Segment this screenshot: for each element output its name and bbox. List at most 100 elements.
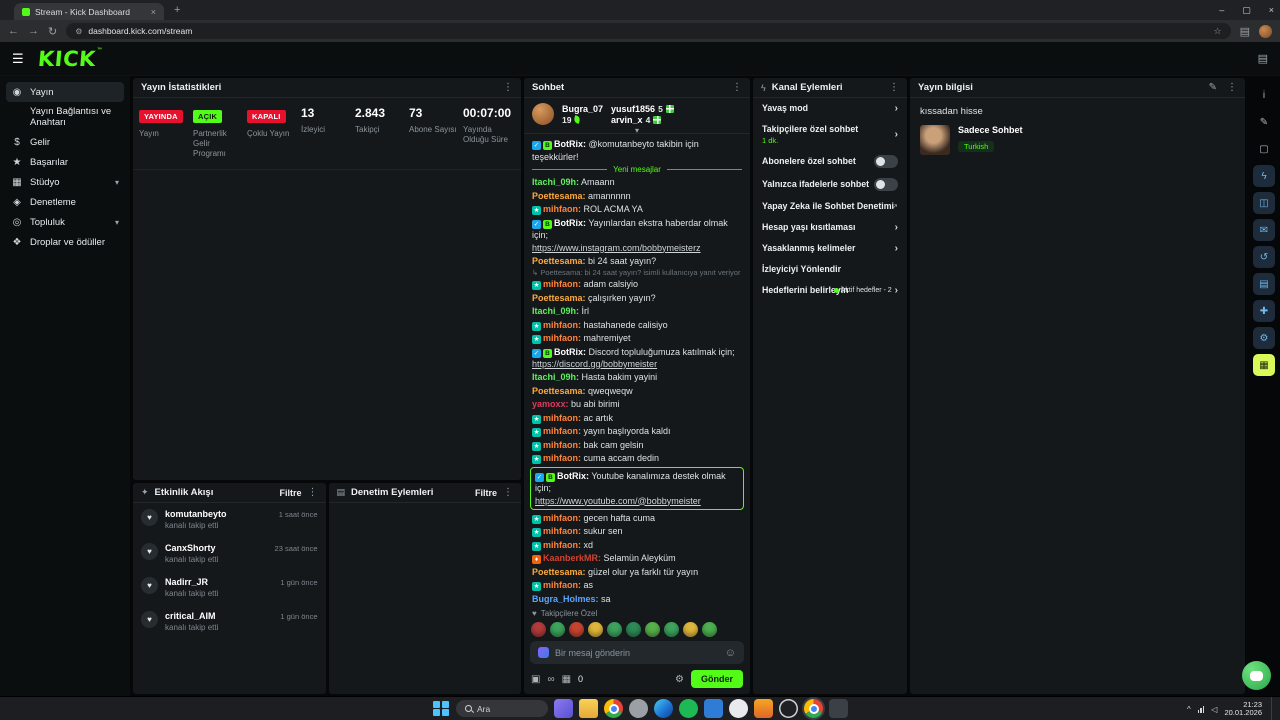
- chat-username[interactable]: Poettesama:: [532, 385, 586, 396]
- chat-username[interactable]: Poettesama:: [532, 255, 586, 266]
- sidebar-item[interactable]: $ Gelir: [6, 132, 124, 152]
- forward-icon[interactable]: →: [28, 25, 39, 37]
- leaderboard-row[interactable]: yusuf1856 5: [611, 104, 674, 114]
- chat-username[interactable]: mihfaon:: [543, 204, 581, 214]
- sidebar-item[interactable]: ▦ Stüdyo ▾: [6, 172, 124, 192]
- activity-menu-icon[interactable]: ⋮: [307, 487, 318, 498]
- chat-username[interactable]: Poettesama:: [532, 566, 586, 577]
- browser-profile-avatar[interactable]: [1259, 24, 1272, 38]
- site-settings-icon[interactable]: ⚙: [75, 26, 83, 36]
- taskbar-app-icon[interactable]: [804, 699, 823, 718]
- leaderboard-top-user[interactable]: Bugra_07: [562, 103, 604, 114]
- new-tab-button[interactable]: +: [174, 4, 181, 16]
- taskbar-app-icon[interactable]: [604, 699, 623, 718]
- taskbar-app-icon[interactable]: [729, 699, 748, 718]
- taskbar-app-icon[interactable]: [654, 699, 673, 718]
- chat-username[interactable]: yamoxx:: [532, 399, 569, 409]
- strip-icon[interactable]: ✎: [1259, 116, 1269, 128]
- strip-icon[interactable]: ✉: [1253, 219, 1275, 241]
- send-button[interactable]: Gönder: [690, 670, 743, 688]
- window-close-button[interactable]: ×: [1268, 5, 1274, 15]
- chat-link[interactable]: https://discord.gg/bobbymeister: [532, 359, 658, 369]
- chat-username[interactable]: mihfaon:: [543, 526, 581, 536]
- strip-icon[interactable]: ⚙: [1253, 327, 1275, 349]
- sidebar-item[interactable]: ❖ Droplar ve ödüller: [6, 232, 124, 252]
- chat-username[interactable]: BotRix:: [554, 139, 586, 149]
- window-maximize-button[interactable]: ▢: [1242, 4, 1251, 15]
- schedule-icon[interactable]: ▦: [561, 673, 572, 685]
- channel-action-row[interactable]: Yavaş mod ›: [753, 98, 907, 119]
- chat-username[interactable]: KaanberkMR:: [543, 553, 602, 563]
- taskbar-search[interactable]: Ara: [456, 700, 548, 717]
- tray-chevron-up-icon[interactable]: ^: [1187, 704, 1191, 714]
- chat-username[interactable]: mihfaon:: [543, 333, 581, 343]
- strip-icon[interactable]: ▢: [1259, 143, 1269, 155]
- emote-icon[interactable]: [645, 622, 660, 637]
- chat-username[interactable]: mihfaon:: [543, 319, 581, 330]
- chat-username[interactable]: mihfaon:: [543, 453, 581, 463]
- category-name[interactable]: Sadece Sohbet: [958, 125, 1023, 135]
- chat-settings-gear-icon[interactable]: ⚙: [675, 673, 684, 685]
- category-thumbnail[interactable]: [920, 125, 950, 155]
- moderation-menu-icon[interactable]: ⋮: [503, 487, 513, 498]
- chat-username[interactable]: Itachi_09h:: [532, 372, 580, 382]
- emote-icon[interactable]: [550, 622, 565, 637]
- chat-username[interactable]: Poettesama:: [532, 292, 586, 303]
- windows-start-button[interactable]: [432, 700, 450, 718]
- chat-message-input[interactable]: [555, 647, 719, 658]
- emote-icon[interactable]: [607, 622, 622, 637]
- strip-icon[interactable]: ▦: [1253, 354, 1275, 376]
- emote-icon[interactable]: [569, 622, 584, 637]
- channel-action-row[interactable]: Yasaklanmış kelimeler ›: [753, 238, 907, 259]
- bookmark-star-icon[interactable]: ☆: [1213, 25, 1222, 36]
- taskbar-app-icon[interactable]: [554, 699, 573, 718]
- chat-username[interactable]: mihfaon:: [543, 580, 581, 590]
- strip-icon[interactable]: ↺: [1253, 246, 1275, 268]
- channel-action-row[interactable]: İzleyiciyi Yönlendir: [753, 259, 907, 280]
- refresh-icon[interactable]: ↻: [48, 25, 58, 38]
- back-icon[interactable]: ←: [8, 25, 19, 37]
- activity-event-row[interactable]: ♥ CanxShorty kanalı takip etti 23 saat ö…: [133, 537, 326, 571]
- sidebar-item[interactable]: ◈ Denetleme: [6, 192, 124, 212]
- chatter-identity-icon[interactable]: ▣: [531, 673, 541, 685]
- stream-info-menu-icon[interactable]: ⋮: [1227, 82, 1237, 93]
- chat-username[interactable]: Bugra_Holmes:: [532, 593, 599, 604]
- chat-username[interactable]: Itachi_09h:: [532, 177, 580, 187]
- chat-username[interactable]: mihfaon:: [543, 412, 581, 423]
- moderation-filter-button[interactable]: Filtre: [474, 487, 497, 498]
- leaderboard-username[interactable]: arvin_x: [611, 114, 643, 125]
- taskbar-app-icon[interactable]: [679, 699, 698, 718]
- stats-menu-icon[interactable]: ⋮: [503, 82, 513, 93]
- sidebar-item[interactable]: ◎ Topluluk ▾: [6, 212, 124, 232]
- tab-close-icon[interactable]: ×: [150, 6, 156, 17]
- channel-action-row[interactable]: Abonelere özel sohbet: [753, 150, 907, 173]
- network-icon[interactable]: [1197, 705, 1205, 713]
- chat-username[interactable]: Poettesama:: [532, 190, 586, 201]
- emote-icon[interactable]: [664, 622, 679, 637]
- chat-username[interactable]: BotRix:: [554, 346, 586, 357]
- emoji-picker-icon[interactable]: ☺: [724, 646, 736, 659]
- activity-event-row[interactable]: ♥ Nadirr_JR kanalı takip etti 1 gün önce: [133, 571, 326, 605]
- activity-event-row[interactable]: ♥ komutanbeyto kanalı takip etti 1 saat …: [133, 503, 326, 537]
- url-bar[interactable]: ⚙ dashboard.kick.com/stream ☆: [66, 23, 1231, 39]
- channel-action-row[interactable]: Hesap yaşı kısıtlaması ›: [753, 217, 907, 238]
- activity-event-row[interactable]: ♥ critical_AIM kanalı takip etti 1 gün ö…: [133, 605, 326, 639]
- chat-link[interactable]: https://www.youtube.com/@bobbymeister: [535, 495, 701, 506]
- chat-username[interactable]: mihfaon:: [543, 439, 581, 450]
- chat-username[interactable]: mihfaon:: [543, 539, 581, 550]
- leaderboard-row[interactable]: arvin_x 4: [611, 115, 674, 125]
- leaderboard-collapse-icon[interactable]: ▾: [634, 126, 640, 135]
- emote-icon[interactable]: [702, 622, 717, 637]
- chat-menu-icon[interactable]: ⋮: [732, 82, 742, 93]
- chat-username[interactable]: BotRix:: [557, 470, 589, 481]
- chat-username[interactable]: mihfaon:: [543, 426, 581, 436]
- strip-icon[interactable]: i: [1262, 89, 1266, 101]
- browser-tab[interactable]: Stream - Kick Dashboard ×: [14, 3, 164, 20]
- identity-badge-icon[interactable]: [538, 647, 549, 658]
- hamburger-menu-icon[interactable]: ☰: [12, 50, 24, 66]
- emote-icon[interactable]: [683, 622, 698, 637]
- sidebar-item[interactable]: ◉ Yayın: [6, 82, 124, 102]
- chat-username[interactable]: Itachi_09h:: [532, 306, 580, 316]
- emote-icon[interactable]: [626, 622, 641, 637]
- edit-pencil-icon[interactable]: ✎: [1208, 82, 1217, 93]
